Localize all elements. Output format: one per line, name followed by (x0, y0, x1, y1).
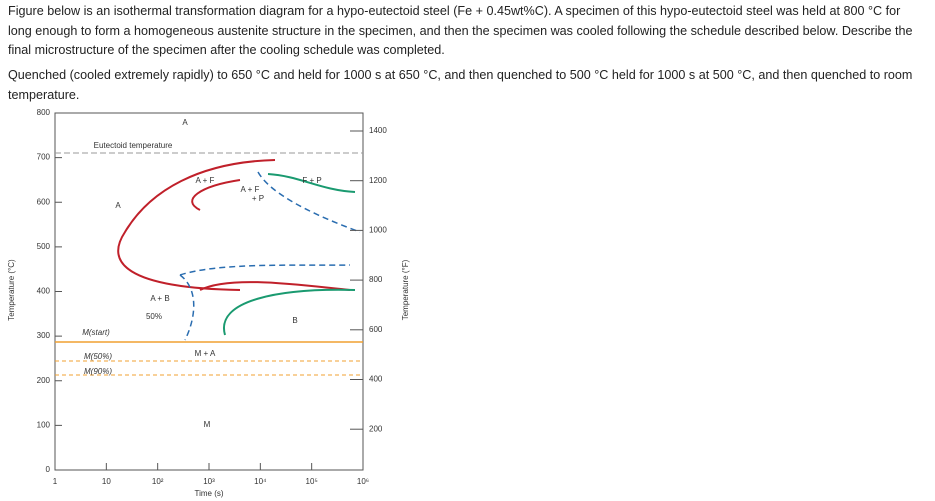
plot-frame (54, 112, 364, 471)
region-label: + P (252, 194, 264, 203)
region-label: M + A (195, 349, 216, 358)
region-label: M(90%) (84, 367, 112, 376)
right-tick-label: 1400 (369, 126, 387, 135)
x-tick-label: 10 (102, 477, 111, 486)
x-tick-label: 1 (53, 477, 58, 486)
region-label: F + P (302, 176, 321, 185)
region-label: A + B (150, 294, 169, 303)
finish-curve (222, 288, 356, 336)
question-text: Figure below is an isothermal transforma… (8, 4, 913, 57)
right-tick-label: 600 (369, 325, 383, 334)
region-label: A (115, 201, 121, 210)
region-label: A + F (241, 185, 260, 194)
right-tick-label: 800 (369, 275, 383, 284)
right-tick-label: 200 (369, 424, 383, 433)
region-label: A (182, 118, 188, 127)
start-curve (191, 179, 241, 211)
x-axis-label: Time (s) (194, 489, 223, 498)
region-label: M (204, 420, 211, 429)
finish-curve (267, 173, 356, 193)
x-tick-label: 10⁵ (306, 477, 318, 486)
left-tick-label: 0 (46, 465, 51, 474)
region-label: M(start) (82, 328, 110, 337)
y-axis-label: Temperature (°F) (401, 259, 410, 320)
left-tick-label: 700 (37, 153, 51, 162)
left-tick-label: 200 (37, 376, 51, 385)
fifty-percent-curve (179, 264, 351, 341)
x-tick-label: 10⁴ (254, 477, 267, 486)
x-tick-label: 10³ (203, 477, 215, 486)
x-tick-label: 10⁶ (357, 477, 369, 486)
region-label: B (292, 316, 297, 325)
left-tick-label: 300 (37, 331, 51, 340)
left-tick-label: 800 (37, 108, 51, 117)
right-tick-label: 1000 (369, 226, 387, 235)
fifty-percent-curve (257, 171, 361, 233)
y-axis-label: Temperature (°C) (7, 259, 16, 321)
left-tick-label: 600 (37, 197, 51, 206)
start-curve (117, 159, 276, 291)
left-tick-label: 100 (37, 420, 51, 429)
region-label: A + F (196, 176, 215, 185)
ttt-diagram: Temperature (°C) Temperature (°F) Time (… (7, 108, 410, 498)
x-tick-label: 10² (152, 477, 164, 486)
question-text: Quenched (cooled extremely rapidly) to 6… (8, 68, 913, 102)
region-label: Eutectoid temperature (94, 141, 173, 150)
right-tick-label: 1200 (369, 176, 387, 185)
start-curve (199, 281, 351, 291)
region-label: M(50%) (84, 352, 112, 361)
left-tick-label: 500 (37, 242, 51, 251)
right-tick-label: 400 (369, 375, 383, 384)
left-tick-label: 400 (37, 287, 51, 296)
region-label: 50% (146, 312, 162, 321)
